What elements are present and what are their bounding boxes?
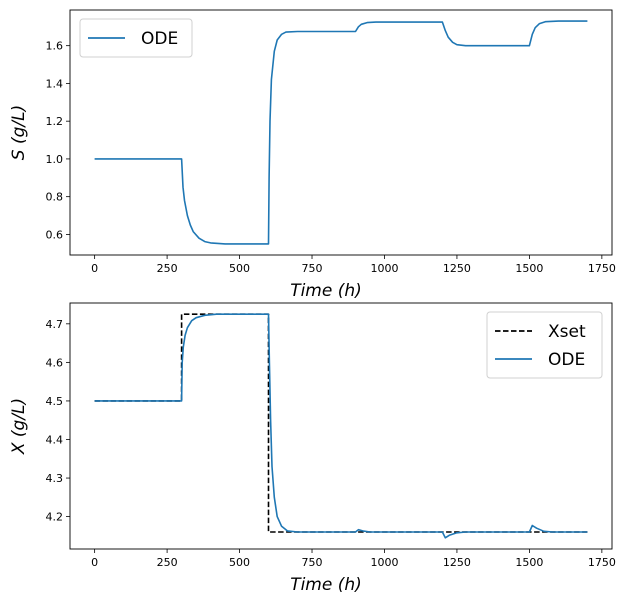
y-tick-label: 4.7 <box>46 318 64 331</box>
y-tick-label: 4.2 <box>46 511 64 524</box>
x-tick-label: 1250 <box>443 556 471 569</box>
axes-frame <box>69 9 613 256</box>
series-line-ode <box>94 313 588 539</box>
y-tick-label: 4.6 <box>46 356 64 369</box>
y-tick-label: 1.0 <box>46 153 64 166</box>
y-tick-label: 4.5 <box>46 395 64 408</box>
y-axis-label: S (g/L) <box>9 105 29 160</box>
y-tick-label: 4.4 <box>46 433 64 446</box>
x-tick-label: 1000 <box>370 262 398 275</box>
x-tick-label: 750 <box>302 262 323 275</box>
x-tick-label: 0 <box>91 262 98 275</box>
subplot-1: 0 250 500 750 1000 1250 1500 1750 0.6 0.8 1.0 1.2 1.… <box>9 9 616 301</box>
x-tick-label: 1500 <box>515 556 543 569</box>
y-tick-label: 1.2 <box>46 115 64 128</box>
series-line-ode <box>94 20 588 245</box>
axes-frame <box>69 302 613 550</box>
x-tick-label: 250 <box>157 556 178 569</box>
x-tick-label: 500 <box>229 262 250 275</box>
subplot-2: 0 250 500 750 1000 1250 1500 1750 4.2 4.3 4.4 4.5 4.… <box>9 302 616 595</box>
x-tick-label: 0 <box>91 556 98 569</box>
legend: Xset ODE <box>486 311 603 379</box>
x-tick-label: 250 <box>157 262 178 275</box>
legend-box <box>486 311 603 379</box>
legend-label-xset: Xset <box>548 322 586 342</box>
x-axis-label: Time (h) <box>290 575 362 595</box>
legend-label-ode: ODE <box>548 350 585 370</box>
legend-box <box>79 18 193 58</box>
x-tick-label: 500 <box>229 556 250 569</box>
legend-label-ode: ODE <box>141 29 178 49</box>
x-tick-label: 1000 <box>370 556 398 569</box>
x-tick-label: 750 <box>302 556 323 569</box>
y-tick-label: 0.6 <box>46 228 64 241</box>
x-tick-label: 1500 <box>515 262 543 275</box>
y-tick-label: 0.8 <box>46 191 64 204</box>
x-tick-label: 1750 <box>588 556 616 569</box>
y-tick-label: 4.3 <box>46 472 64 485</box>
x-tick-label: 1750 <box>588 262 616 275</box>
y-tick-label: 1.6 <box>46 40 64 53</box>
x-tick-label: 1250 <box>443 262 471 275</box>
y-tick-label: 1.4 <box>46 77 64 90</box>
x-axis-label: Time (h) <box>290 281 362 301</box>
legend: ODE <box>79 18 193 58</box>
y-axis-label: X (g/L) <box>9 398 29 455</box>
